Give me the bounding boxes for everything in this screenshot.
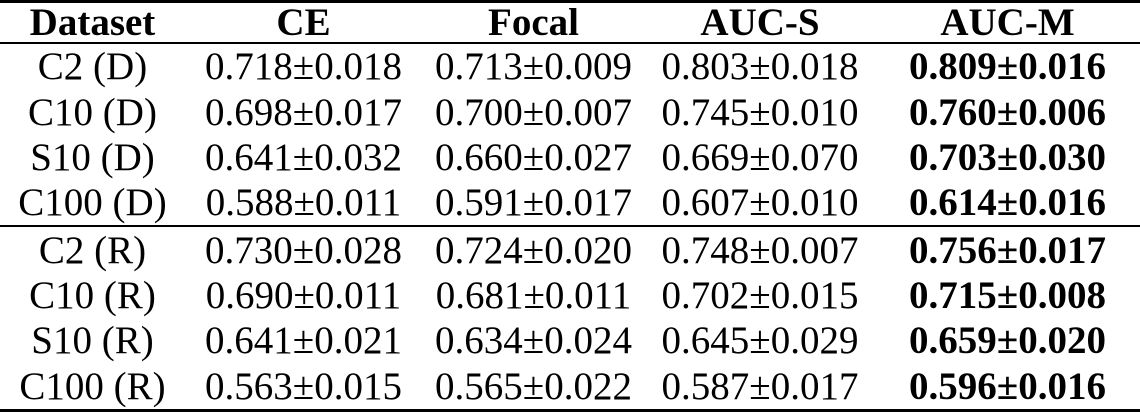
value-cell: 0.730±0.028 [205, 228, 402, 272]
dataset-label: C100 (D) [0, 180, 185, 228]
value-cell: 0.563±0.015 [205, 364, 402, 408]
dataset-label: S10 (D) [30, 135, 155, 179]
value-cell: 0.748±0.007 [661, 228, 859, 272]
table-row: C100 (D) 0.588±0.011 0.591±0.017 0.607±0… [0, 180, 1140, 228]
value-cell-best: 0.703±0.030 [909, 135, 1106, 179]
value-cell: 0.690±0.011 [205, 274, 402, 318]
value-cell-best: 0.715±0.008 [909, 274, 1106, 318]
value-cell: 0.660±0.027 [435, 135, 632, 179]
dataset-label: C10 (R) [29, 274, 156, 318]
header-row: Dataset CE Focal AUC-S AUC-M [0, 1, 1140, 44]
value-cell-best: 0.809±0.016 [909, 45, 1106, 89]
dataset-label: C10 (D) [28, 90, 157, 134]
value-cell: 0.700±0.007 [435, 90, 632, 134]
value-cell: 0.702±0.015 [661, 274, 859, 318]
dataset-label: C100 (R) [19, 364, 166, 408]
value-cell: 0.588±0.011 [185, 180, 422, 228]
table-row: S10 (R) 0.641±0.021 0.634±0.024 0.645±0.… [0, 318, 1140, 363]
value-cell: 0.745±0.010 [661, 90, 859, 134]
value-cell: 0.669±0.070 [661, 135, 859, 179]
column-header-auc-m: AUC-M [875, 1, 1140, 44]
table-row: C100 (R) 0.563±0.015 0.565±0.022 0.587±0… [0, 363, 1140, 410]
group-d-rows: C2 (D) 0.718±0.018 0.713±0.009 0.803±0.0… [0, 43, 1140, 228]
value-cell: 0.565±0.022 [435, 364, 632, 408]
column-header-ce: CE [185, 1, 422, 44]
value-cell-best: 0.659±0.020 [909, 319, 1106, 363]
value-cell: 0.698±0.017 [205, 90, 402, 134]
value-cell: 0.718±0.018 [205, 45, 402, 89]
dataset-label: C2 (R) [38, 228, 147, 272]
value-cell: 0.724±0.020 [435, 228, 632, 272]
value-cell: 0.634±0.024 [435, 319, 632, 363]
table-header: Dataset CE Focal AUC-S AUC-M [0, 1, 1140, 44]
table-row: C2 (D) 0.718±0.018 0.713±0.009 0.803±0.0… [0, 43, 1140, 89]
value-cell: 0.681±0.011 [435, 274, 632, 318]
value-cell-best: 0.756±0.017 [909, 228, 1106, 272]
dataset-label: S10 (R) [31, 319, 154, 363]
value-cell: 0.591±0.017 [422, 180, 645, 228]
value-cell: 0.641±0.021 [205, 319, 402, 363]
value-cell: 0.645±0.029 [661, 319, 859, 363]
dataset-label: C2 (D) [37, 45, 148, 89]
column-header-auc-s: AUC-S [645, 1, 875, 44]
table-row: C10 (R) 0.690±0.011 0.681±0.011 0.702±0.… [0, 273, 1140, 318]
value-cell: 0.587±0.017 [661, 364, 859, 408]
table-row: C2 (R) 0.730±0.028 0.724±0.020 0.748±0.0… [0, 226, 1140, 272]
value-cell: 0.803±0.018 [661, 45, 859, 89]
value-cell-best: 0.760±0.006 [909, 90, 1106, 134]
table-row: C10 (D) 0.698±0.017 0.700±0.007 0.745±0.… [0, 89, 1140, 134]
value-cell: 0.607±0.010 [645, 180, 875, 228]
group-r-rows: C2 (R) 0.730±0.028 0.724±0.020 0.748±0.0… [0, 226, 1140, 410]
column-header-focal: Focal [422, 1, 645, 44]
value-cell: 0.713±0.009 [435, 45, 632, 89]
value-cell-best: 0.596±0.016 [909, 364, 1106, 408]
value-cell-best: 0.614±0.016 [875, 180, 1140, 228]
value-cell: 0.641±0.032 [205, 135, 402, 179]
table-row: S10 (D) 0.641±0.032 0.660±0.027 0.669±0.… [0, 135, 1140, 180]
column-header-dataset: Dataset [0, 1, 185, 44]
